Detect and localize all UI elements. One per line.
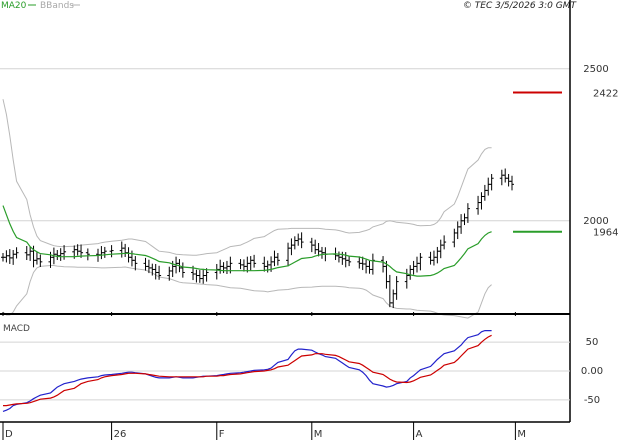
price-axis-labels: 2000 2500 bbox=[583, 64, 608, 227]
x-axis-ticks: D 26 F M A M bbox=[2, 312, 526, 440]
macd-tick-label: 50 bbox=[586, 337, 599, 348]
x-tick-label: F bbox=[219, 429, 225, 440]
macd-gridlines bbox=[0, 341, 570, 401]
copyright-text: © TEC 3/5/2026 3:0 GMT bbox=[463, 1, 578, 11]
ma20-path bbox=[2, 205, 492, 277]
macd-tick-label: -50 bbox=[584, 395, 600, 406]
x-tick-label: D bbox=[5, 429, 13, 440]
legend: MA20 BBands bbox=[1, 1, 80, 11]
bb-lower-line bbox=[2, 265, 492, 319]
legend-bbands: BBands bbox=[40, 1, 74, 11]
level-label: 1964 bbox=[593, 228, 618, 239]
ma20-line bbox=[2, 205, 492, 277]
macd-axis-labels: -50 0.00 50 bbox=[581, 337, 603, 406]
price-tick-label: 2500 bbox=[583, 64, 608, 75]
x-tick-label: M bbox=[517, 429, 526, 440]
x-tick-label: 26 bbox=[114, 429, 127, 440]
x-tick-label: M bbox=[314, 429, 323, 440]
macd-title: MACD bbox=[3, 324, 30, 334]
price-bars bbox=[1, 168, 514, 309]
price-gridlines bbox=[0, 68, 570, 222]
macd-panel: MACD -50 0.00 50 bbox=[0, 324, 603, 412]
legend-ma20: MA20 bbox=[1, 1, 27, 11]
price-panel: 2422 1964 2000 2500 bbox=[0, 64, 618, 319]
macd-lines bbox=[2, 330, 492, 412]
signal-line bbox=[3, 334, 492, 407]
price-tick-label: 2000 bbox=[583, 216, 608, 227]
x-tick-label: A bbox=[416, 429, 423, 440]
macd-line bbox=[2, 330, 492, 412]
level-lines: 2422 1964 bbox=[513, 89, 618, 239]
macd-tick-label: 0.00 bbox=[581, 366, 603, 377]
level-label: 2422 bbox=[593, 89, 618, 100]
